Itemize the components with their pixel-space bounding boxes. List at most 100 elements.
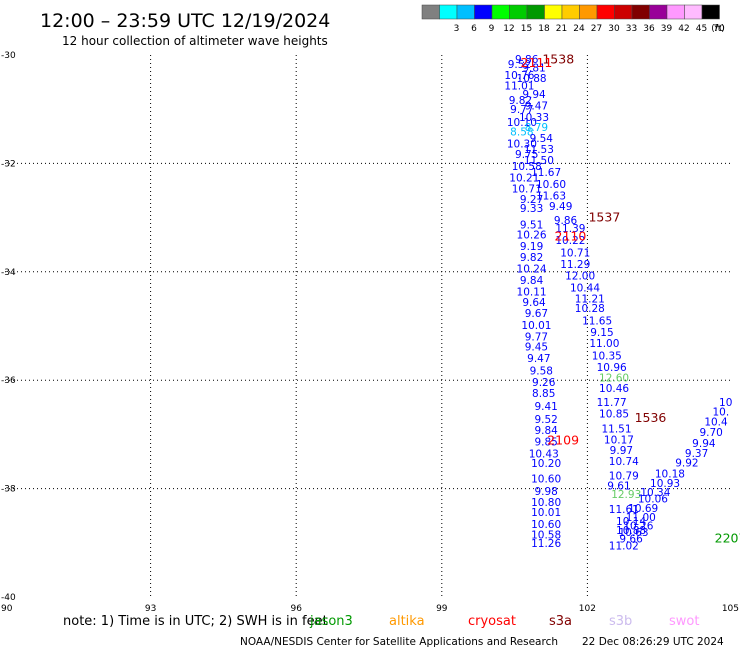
wave-height-point: 10.17	[604, 434, 634, 446]
wave-height-point: 10.88	[517, 73, 547, 85]
axis-ticks: 90 93 96 99 102 105 -30 -32 -34 -36 -38 -40	[1, 51, 739, 614]
wave-height-point: 9.81	[522, 62, 545, 74]
pass-time-label: 2207	[715, 530, 740, 545]
legend-swatch	[544, 4, 563, 20]
wave-height-point: 10.01	[521, 320, 551, 332]
legend-label: 3	[454, 24, 460, 34]
y-tick-label: -36	[1, 376, 16, 386]
wave-height-point: 10.58	[531, 530, 561, 542]
legend-swatch	[579, 4, 598, 20]
wave-height-point: 10.46	[599, 383, 629, 395]
chart-subtitle: 12 hour collection of altimeter wave hei…	[62, 34, 328, 48]
x-tick-label: 99	[436, 604, 448, 614]
wave-height-point: 10.06	[638, 493, 668, 505]
wave-height-point: 10.60	[531, 473, 561, 485]
pass-time-label: 1537	[588, 210, 620, 225]
wave-height-point: 9.58	[530, 365, 553, 377]
satellite-cryosat: cryosat	[468, 614, 516, 629]
legend-label: 18	[538, 24, 550, 34]
wave-height-point: 11.61	[609, 504, 639, 516]
wave-height-point: 9.19	[520, 241, 543, 253]
wave-height-point: 10.33	[519, 112, 549, 124]
wave-height-point: 9.85	[534, 436, 557, 448]
wave-height-point: 9.70	[699, 427, 722, 439]
y-tick-label: -38	[1, 485, 16, 495]
legend-swatch	[421, 4, 440, 20]
wave-height-point: 9.98	[534, 486, 557, 498]
wave-height-point: 9.97	[610, 445, 633, 457]
wave-height-point: 10.76	[504, 70, 534, 82]
wave-height-point: 10.22	[555, 235, 585, 247]
legend-label: 9	[489, 24, 495, 34]
legend-label: 12	[503, 24, 514, 34]
wave-height-point: 9.94	[522, 89, 546, 101]
wave-height-point: 10	[719, 397, 732, 409]
wave-height-point: 9.75	[515, 149, 538, 161]
wave-height-point: 9.82	[520, 252, 543, 264]
wave-height-point: 9.49	[549, 201, 572, 213]
legend-swatch	[526, 4, 545, 20]
legend-label: 15	[521, 24, 532, 34]
wave-height-point: 10.28	[575, 303, 605, 315]
legend-swatch	[701, 4, 720, 20]
wave-height-point: 10.74	[609, 456, 639, 468]
wave-height-point: 11.51	[601, 423, 631, 435]
wave-height-point: 11.21	[575, 293, 605, 305]
wave-height-point: 10.30	[507, 138, 537, 150]
legend-label: 42	[678, 24, 689, 34]
x-tick-label: 102	[579, 604, 596, 614]
legend-swatch	[491, 4, 510, 20]
x-tick-label: 93	[145, 604, 156, 614]
wave-height-point: 9.92	[675, 458, 698, 470]
legend-label: 27	[591, 24, 602, 34]
wave-height-point: 9.64	[522, 297, 546, 309]
wave-height-point: 9.47	[527, 353, 550, 365]
wave-height-point: 9.45	[525, 342, 548, 354]
wave-height-point: 11.53	[524, 144, 554, 156]
wave-height-point: 10.71	[560, 247, 590, 259]
y-tick-label: -40	[1, 593, 16, 603]
wave-height-point: 9.37	[685, 448, 708, 460]
wave-height-point: 9.66	[619, 533, 643, 545]
satellite-s3a: s3a	[549, 614, 572, 629]
chart-title: 12:00 – 23:59 UTC 12/19/2024	[40, 10, 330, 32]
wave-height-point: 10.44	[570, 283, 600, 295]
satellite-altika: altika	[389, 614, 425, 629]
legend-swatch	[666, 4, 685, 20]
wave-height-point: 10.43	[529, 448, 559, 460]
pass-time-label: 1536	[635, 410, 667, 425]
pass-time-label: 2111	[521, 55, 553, 70]
legend-swatch	[439, 4, 458, 20]
wave-height-point: 8.58	[510, 126, 533, 138]
wave-height-point: 10.18	[655, 468, 685, 480]
credit-line: NOAA/NESDIS Center for Satellite Applica…	[240, 636, 558, 648]
y-tick-label: -34	[1, 268, 16, 278]
legend-swatch	[474, 4, 493, 20]
wave-height-point: 10.69	[628, 503, 658, 515]
wave-height-point: 9.54	[530, 133, 554, 145]
wave-height-point: 10.80	[531, 497, 561, 509]
wave-height-point: 10.88	[616, 525, 646, 537]
wave-height-point: 9.77	[510, 104, 533, 116]
legend-swatch	[614, 4, 633, 20]
legend-swatch	[649, 4, 668, 20]
wave-height-point: 11.67	[531, 167, 561, 179]
wave-height-point: 10.11	[517, 286, 547, 298]
wave-height-point: 9.86	[515, 54, 539, 66]
wave-height-point: 11.02	[609, 541, 639, 553]
y-tick-label: -30	[1, 51, 16, 61]
satellite-legend: jason3 altika cryosat s3a s3b swot	[309, 614, 699, 629]
wave-height-point: 9.82	[509, 95, 532, 107]
satellite-jason3: jason3	[309, 614, 353, 629]
wave-height-point: 11.29	[560, 259, 590, 271]
wave-height-point: 10.4	[704, 416, 728, 428]
wave-height-point: 10.24	[517, 264, 547, 276]
wave-height-point: 9.52	[534, 414, 557, 426]
wave-height-point: 10.26	[623, 520, 653, 532]
wave-height-point: 8.79	[525, 122, 548, 134]
timestamp: 22 Dec 08:26:29 UTC 2024	[582, 636, 724, 648]
legend-label: 24	[573, 24, 585, 34]
wave-height-point: 8.85	[532, 388, 555, 400]
legend-label: 30	[608, 24, 620, 34]
legend-swatch	[684, 4, 703, 20]
